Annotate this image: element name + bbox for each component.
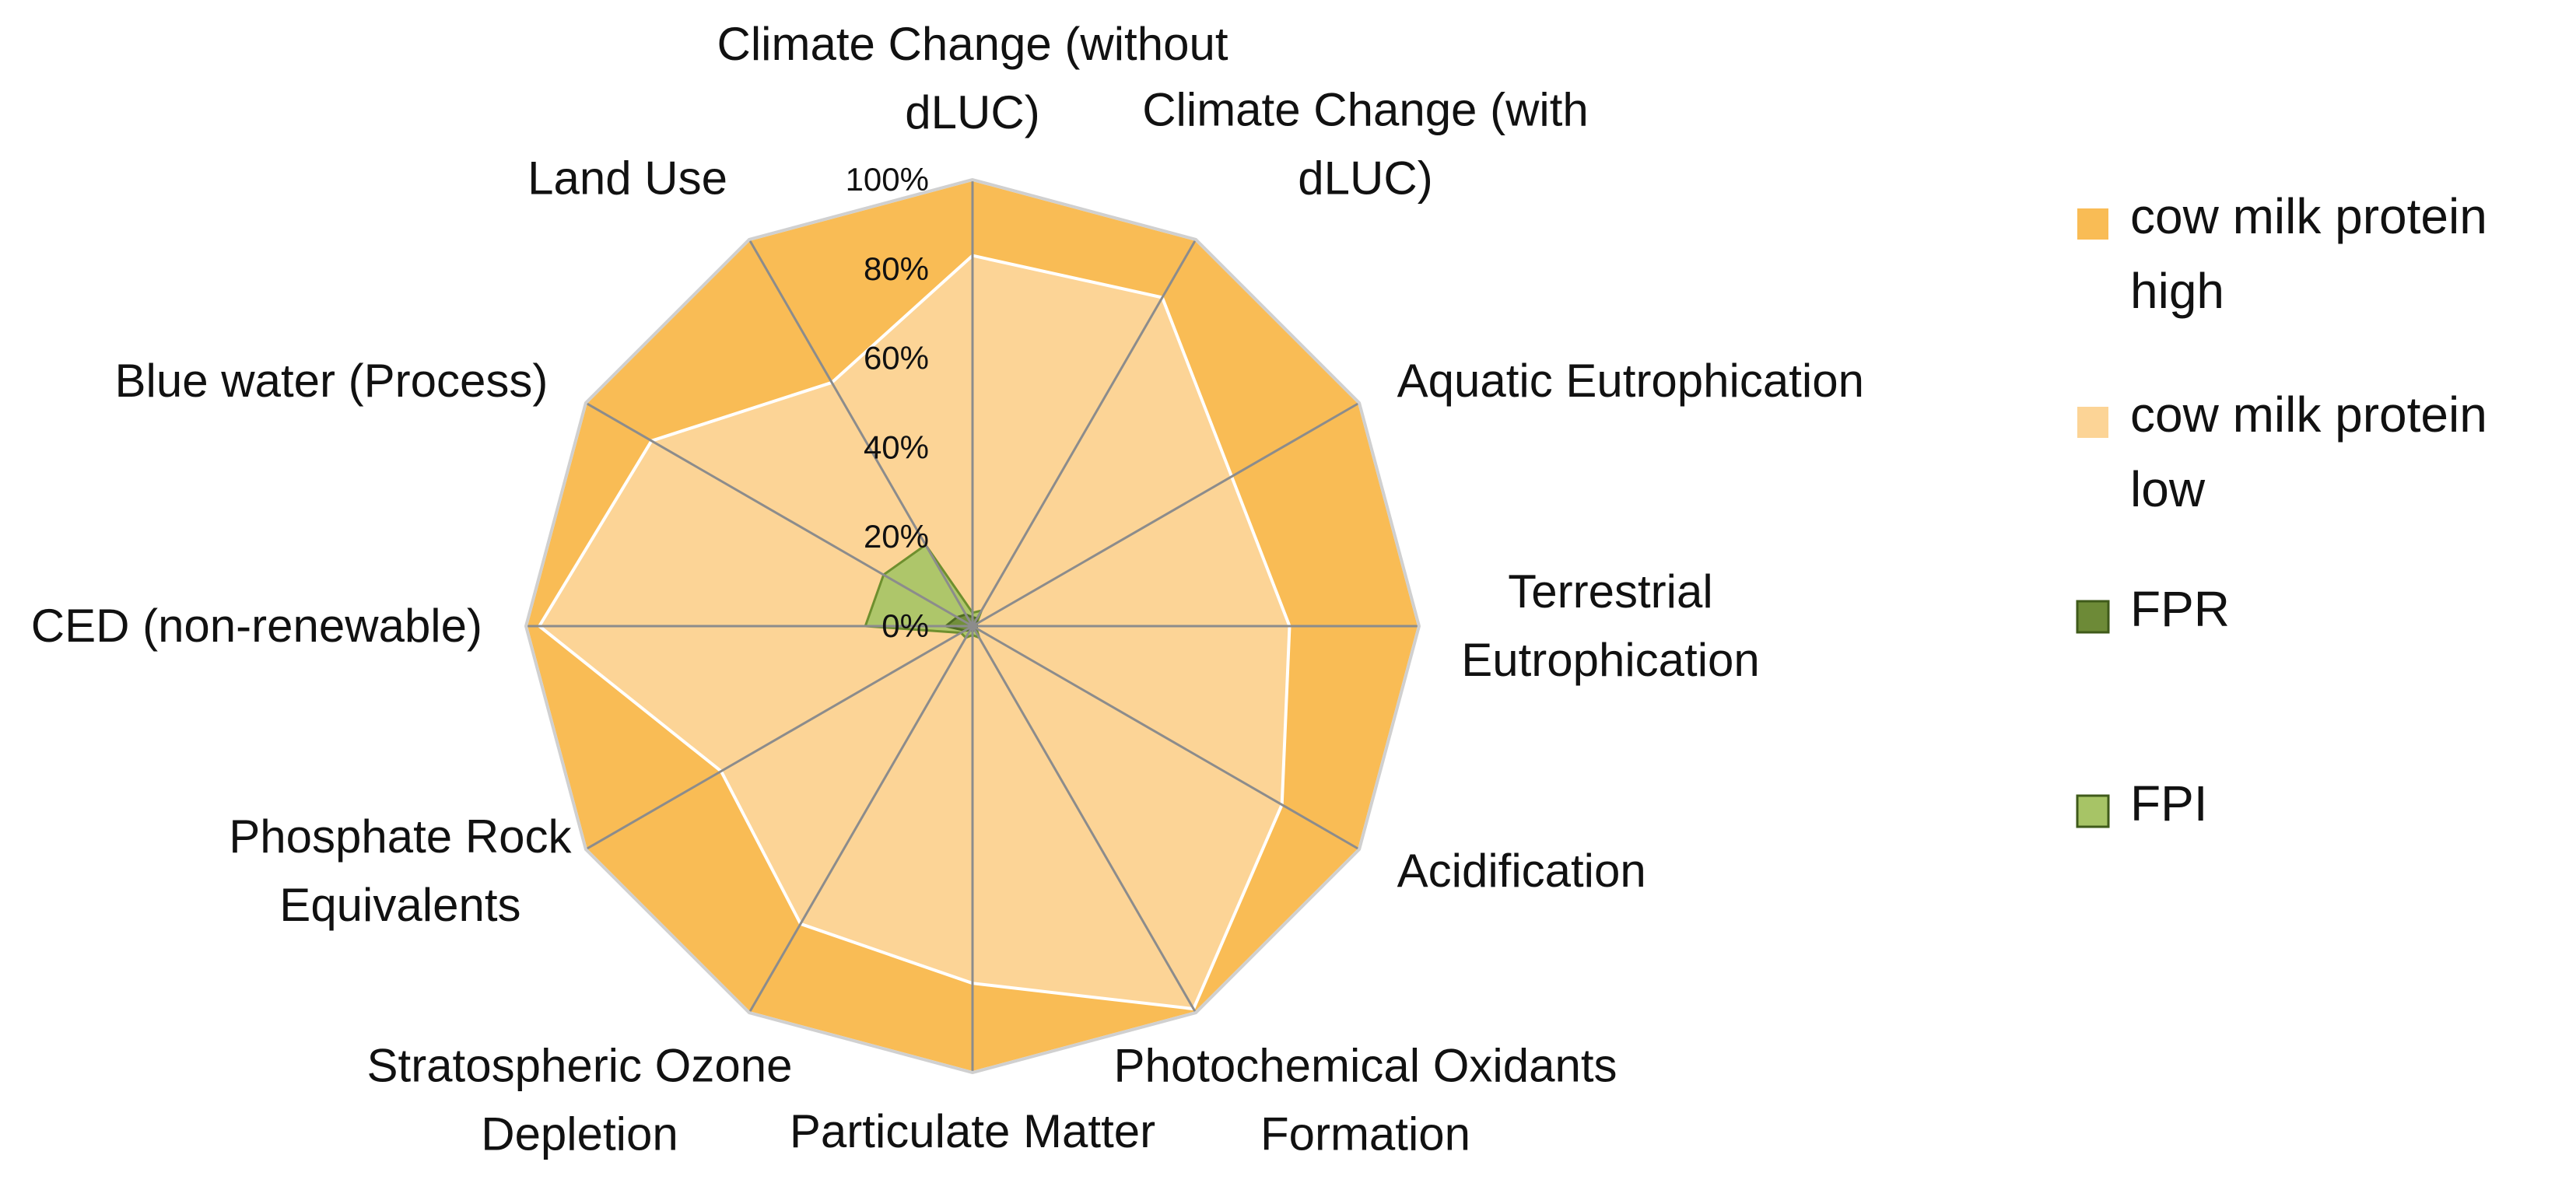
radar-spoke — [972, 401, 1360, 628]
category-label: Land Use — [527, 152, 727, 204]
radial-tick-label: 100% — [846, 161, 929, 198]
radar-spoke — [585, 401, 973, 628]
category-label: Formation — [1260, 1108, 1470, 1160]
category-label: Terrestrial — [1508, 565, 1712, 618]
radar-spoke — [748, 625, 974, 1013]
radial-tick-label: 80% — [864, 250, 929, 287]
legend-label: cow milk protein — [2130, 188, 2487, 244]
legend-label: cow milk protein — [2130, 387, 2487, 443]
category-label: Photochemical Oxidants — [1114, 1040, 1617, 1092]
radar-spoke — [972, 625, 1360, 851]
category-label: CED (non-renewable) — [31, 600, 482, 652]
legend-label: FPR — [2130, 581, 2230, 637]
category-label: Climate Change (without — [717, 18, 1228, 70]
legend-swatch — [2076, 794, 2110, 828]
radial-tick-label: 20% — [864, 518, 929, 555]
radial-tick-label: 40% — [864, 429, 929, 465]
radar-spoke — [971, 625, 1197, 1013]
category-label: Acidification — [1397, 845, 1646, 897]
radar-spoke — [748, 239, 974, 627]
category-label: Eutrophication — [1461, 634, 1760, 686]
legend-swatch — [2077, 208, 2108, 240]
category-label: Phosphate Rock — [229, 810, 572, 863]
category-label: dLUC) — [905, 86, 1039, 138]
radar-spoke — [585, 625, 973, 851]
radar-spoke — [971, 239, 1197, 627]
category-label: Blue water (Process) — [115, 355, 548, 407]
category-label: Particulate Matter — [790, 1105, 1155, 1157]
legend-swatch — [2077, 407, 2108, 438]
category-label: Aquatic Eutrophication — [1397, 355, 1864, 407]
radial-tick-label: 0% — [881, 607, 929, 644]
category-label: Climate Change (with — [1142, 83, 1589, 135]
category-label: dLUC) — [1298, 152, 1432, 204]
legend-label: low — [2130, 461, 2206, 517]
radar-outer-boundary — [524, 177, 1421, 1075]
category-label: Stratospheric Ozone — [367, 1040, 793, 1092]
category-label: Depletion — [481, 1108, 678, 1160]
legend-label: FPI — [2130, 775, 2208, 831]
radial-tick-label: 60% — [864, 340, 929, 376]
legend-swatch — [2076, 600, 2110, 634]
legend-label: high — [2130, 263, 2224, 319]
category-label: Equivalents — [279, 879, 520, 931]
